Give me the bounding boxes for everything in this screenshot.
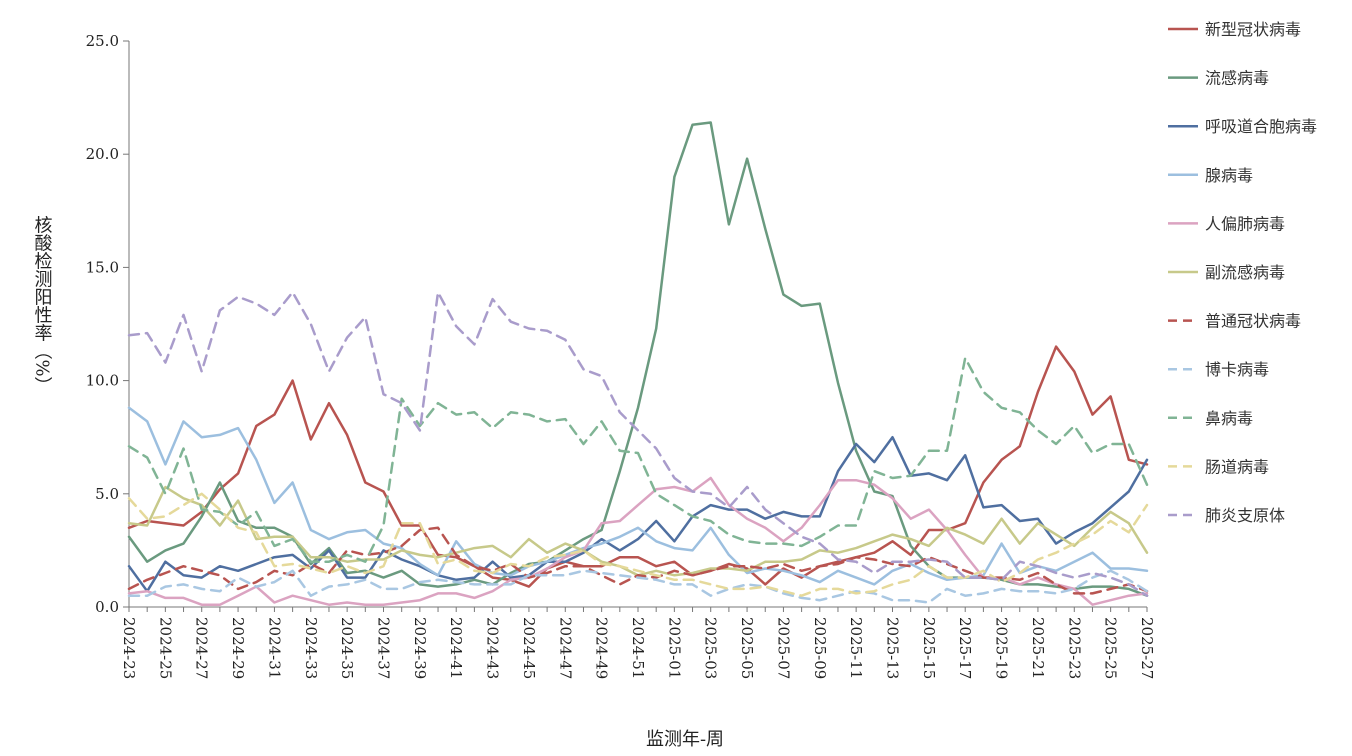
series-line-2: [127, 121, 1149, 597]
x-tick-label: 2024-43: [484, 617, 502, 679]
x-tick-label: 2024-51: [629, 617, 647, 679]
legend-label-8: 博卡病毒: [1205, 360, 1269, 379]
x-tick-label: 2025-09: [811, 617, 829, 679]
y-tick-label: 10.0: [86, 372, 119, 390]
series-line-5: [127, 476, 1149, 606]
y-tick-label: 15.0: [86, 258, 119, 276]
x-tick-label: 2024-35: [338, 617, 356, 679]
x-tick-label: 2025-07: [774, 617, 792, 679]
legend-label-9: 鼻病毒: [1205, 409, 1253, 428]
legend-label-2: 流感病毒: [1205, 69, 1269, 88]
x-tick-label: 2024-27: [193, 617, 211, 679]
series-line-10: [127, 492, 1149, 597]
x-axis: 2024-23 2024-25 2024-27 2024-29 2024-31 2024-…: [120, 606, 1156, 679]
x-tick-label: 2025-23: [1065, 617, 1083, 679]
x-tick-label: 2025-03: [702, 617, 720, 679]
x-tick-label: 2024-33: [302, 617, 320, 679]
x-tick-label: 2024-23: [120, 617, 138, 679]
series-line-3: [127, 435, 1149, 593]
x-tick-label: 2025-17: [956, 617, 974, 679]
x-tick-label: 2024-45: [520, 617, 538, 679]
legend-label-7: 普通冠状病毒: [1205, 312, 1301, 331]
x-tick-label: 2024-47: [556, 617, 574, 679]
series-line-1: [127, 345, 1149, 588]
x-tick-label: 2025-21: [1029, 617, 1047, 679]
series-line-7: [127, 526, 1149, 595]
legend: 新型冠状病毒流感病毒呼吸道合胞病毒腺病毒人偏肺病毒副流感病毒普通冠状病毒博卡病毒…: [1168, 20, 1317, 525]
legend-label-3: 呼吸道合胞病毒: [1205, 117, 1317, 136]
series-line-11: [127, 291, 1149, 597]
legend-label-6: 副流感病毒: [1205, 263, 1285, 282]
x-tick-label: 2024-39: [411, 617, 429, 679]
x-tick-label: 2024-31: [265, 617, 283, 679]
y-axis: 0.0 5.0 10.0 15.0 20.0 25.0: [86, 32, 130, 616]
x-tick-label: 2024-25: [156, 617, 174, 679]
x-tick-label: 2024-49: [593, 617, 611, 679]
x-tick-label: 2025-11: [847, 617, 865, 679]
legend-label-5: 人偏肺病毒: [1205, 214, 1285, 233]
legend-label-10: 肠道病毒: [1205, 457, 1269, 476]
y-tick-label: 25.0: [86, 32, 119, 50]
x-tick-label: 2024-37: [375, 617, 393, 679]
x-tick-label: 2025-13: [884, 617, 902, 679]
x-tick-label: 2024-29: [229, 617, 247, 679]
y-tick-label: 5.0: [95, 485, 119, 503]
legend-label-1: 新型冠状病毒: [1205, 20, 1301, 39]
x-tick-label: 2025-15: [920, 617, 938, 679]
legend-label-4: 腺病毒: [1205, 166, 1253, 185]
y-axis-title: 核酸检测阳性率（%）: [32, 215, 53, 394]
legend-label-11: 肺炎支原体: [1205, 506, 1285, 525]
x-tick-label: 2024-41: [447, 617, 465, 679]
y-tick-label: 0.0: [95, 598, 119, 616]
x-tick-label: 2025-01: [665, 617, 683, 679]
series-line-8: [127, 569, 1149, 604]
x-tick-label: 2025-05: [738, 617, 756, 679]
x-tick-label: 2025-27: [1138, 617, 1156, 679]
series-line-9: [127, 356, 1149, 563]
y-tick-label: 20.0: [86, 145, 119, 163]
series-layer: [127, 121, 1149, 606]
series-line-4: [127, 406, 1149, 586]
x-tick-label: 2025-25: [1102, 617, 1120, 679]
x-axis-title: 监测年-周: [646, 729, 724, 750]
x-tick-label: 2025-19: [993, 617, 1011, 679]
